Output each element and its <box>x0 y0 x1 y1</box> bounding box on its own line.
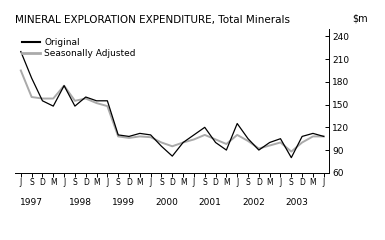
Seasonally Adjusted <box>105 105 110 108</box>
Original <box>203 126 207 129</box>
Seasonally Adjusted <box>159 141 164 144</box>
Seasonally Adjusted <box>311 135 315 138</box>
Text: 2002: 2002 <box>242 198 265 207</box>
Original <box>289 156 294 159</box>
Seasonally Adjusted <box>170 145 175 148</box>
Text: MINERAL EXPLORATION EXPENDITURE, Total Minerals: MINERAL EXPLORATION EXPENDITURE, Total M… <box>15 15 290 25</box>
Original <box>94 99 99 102</box>
Original <box>18 50 23 53</box>
Original <box>278 137 283 140</box>
Seasonally Adjusted <box>256 147 261 150</box>
Seasonally Adjusted <box>18 69 23 72</box>
Seasonally Adjusted <box>84 97 88 100</box>
Original <box>300 135 305 138</box>
Original <box>192 133 196 136</box>
Original <box>73 105 77 108</box>
Original <box>127 135 131 138</box>
Seasonally Adjusted <box>73 99 77 102</box>
Original <box>321 135 326 138</box>
Seasonally Adjusted <box>137 135 142 138</box>
Original <box>116 133 121 136</box>
Seasonally Adjusted <box>62 84 66 87</box>
Seasonally Adjusted <box>40 97 45 100</box>
Line: Original: Original <box>21 52 324 158</box>
Original <box>62 84 66 87</box>
Seasonally Adjusted <box>94 102 99 104</box>
Seasonally Adjusted <box>203 133 207 136</box>
Original <box>159 145 164 148</box>
Text: 1999: 1999 <box>112 198 135 207</box>
Text: 2003: 2003 <box>285 198 308 207</box>
Text: 1997: 1997 <box>20 198 43 207</box>
Text: 2001: 2001 <box>199 198 222 207</box>
Text: $m: $m <box>352 13 368 23</box>
Seasonally Adjusted <box>300 141 305 144</box>
Text: 2000: 2000 <box>156 198 178 207</box>
Seasonally Adjusted <box>224 143 229 145</box>
Original <box>267 141 272 144</box>
Original <box>235 122 239 125</box>
Original <box>137 132 142 135</box>
Original <box>181 141 186 144</box>
Seasonally Adjusted <box>213 138 218 141</box>
Line: Seasonally Adjusted: Seasonally Adjusted <box>21 71 324 152</box>
Seasonally Adjusted <box>267 144 272 147</box>
Original <box>170 155 175 158</box>
Seasonally Adjusted <box>246 139 250 142</box>
Seasonally Adjusted <box>127 137 131 139</box>
Seasonally Adjusted <box>235 133 239 136</box>
Legend: Original, Seasonally Adjusted: Original, Seasonally Adjusted <box>20 36 137 60</box>
Seasonally Adjusted <box>148 136 153 139</box>
Original <box>40 99 45 102</box>
Original <box>246 137 250 140</box>
Original <box>51 105 55 108</box>
Seasonally Adjusted <box>181 141 186 144</box>
Seasonally Adjusted <box>289 150 294 153</box>
Original <box>213 141 218 144</box>
Seasonally Adjusted <box>116 135 121 138</box>
Original <box>256 149 261 151</box>
Original <box>29 77 34 79</box>
Original <box>148 133 153 136</box>
Original <box>84 96 88 98</box>
Seasonally Adjusted <box>29 96 34 98</box>
Original <box>224 149 229 151</box>
Seasonally Adjusted <box>51 97 55 100</box>
Original <box>311 132 315 135</box>
Original <box>105 99 110 102</box>
Seasonally Adjusted <box>321 135 326 138</box>
Seasonally Adjusted <box>278 141 283 144</box>
Seasonally Adjusted <box>192 138 196 141</box>
Text: 1998: 1998 <box>69 198 92 207</box>
